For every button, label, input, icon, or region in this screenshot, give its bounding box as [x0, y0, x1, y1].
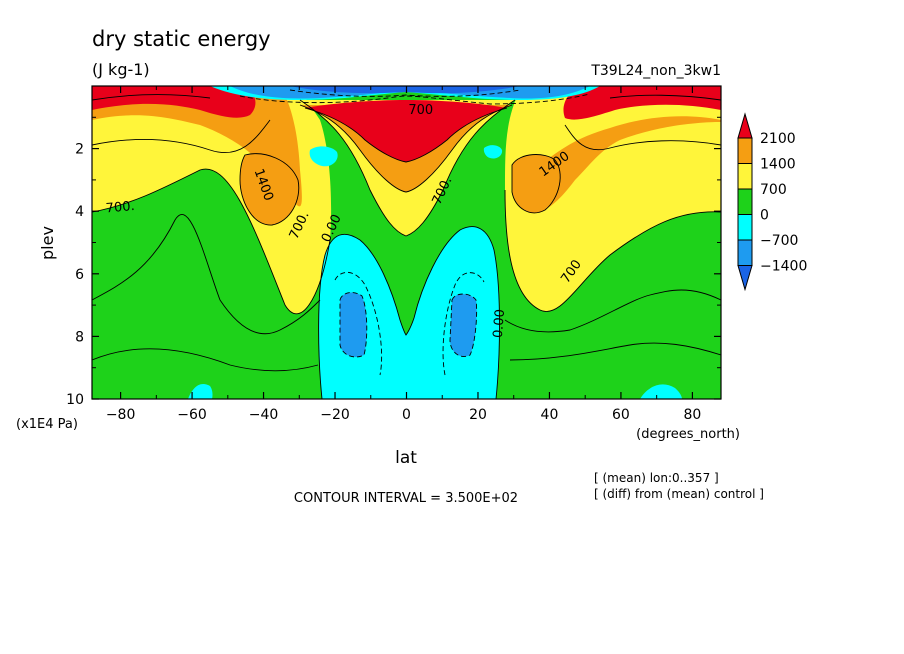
colorbar-label: 2100 — [760, 131, 796, 147]
field-band-under-minus1400-top — [290, 86, 520, 94]
y-tick-label: 8 — [75, 329, 84, 345]
field-band-minus1400-minus700-left — [340, 292, 367, 357]
field-band-over-2100-left — [92, 86, 256, 118]
contour-lines — [92, 89, 721, 399]
note-diff: [ (diff) from (mean) control ] — [594, 487, 764, 501]
field-patch-minus700-0-b — [483, 145, 503, 159]
field-band-1400-2100-right — [521, 88, 721, 213]
contour-label: 700 — [408, 103, 433, 118]
colorbar: 2100 1400 700 0 −700 −1400 — [737, 112, 807, 292]
chart-title: dry static energy — [92, 27, 271, 51]
x-tick-label: 40 — [541, 407, 559, 423]
colorbar-segment — [737, 214, 753, 241]
y-axis-title: plev — [38, 226, 57, 260]
colorbar-label: 700 — [760, 182, 787, 198]
colorbar-label: 1400 — [760, 157, 796, 173]
y-axis-units: (x1E4 Pa) — [16, 417, 78, 432]
x-tick-label: 60 — [612, 407, 630, 423]
note-mean: [ (mean) lon:0..357 ] — [594, 471, 719, 485]
field-band-1400-2100-left — [92, 88, 302, 207]
colorbar-label: −700 — [760, 233, 798, 249]
x-axis-units: (degrees_north) — [636, 427, 740, 442]
field-patch-minus700-0-c — [188, 383, 213, 399]
field-band-minus1400-minus700-right — [450, 294, 477, 357]
contour-interval: CONTOUR INTERVAL = 3.500E+02 — [294, 491, 518, 506]
y-tick-label: 10 — [66, 392, 84, 408]
x-tick-label: 20 — [469, 407, 487, 423]
x-tick-label: −20 — [320, 407, 350, 423]
x-tick-label: −60 — [177, 407, 207, 423]
field-patch-minus700-0-a — [309, 146, 338, 167]
field-band-minus700-0-center — [318, 226, 500, 399]
y-tick-label: 2 — [75, 142, 84, 158]
colorbar-label: 0 — [760, 208, 769, 224]
x-tick-label: 0 — [402, 407, 411, 423]
field-band-700-1400-right — [505, 90, 721, 312]
run-label: T39L24_non_3kw1 — [590, 63, 721, 79]
colorbar-segment — [737, 163, 753, 190]
y-tick-label: 4 — [75, 204, 84, 220]
colorbar-segment-bottom-arrow — [737, 265, 753, 292]
chart-units: (J kg-1) — [92, 60, 150, 79]
colorbar-segment — [737, 137, 753, 164]
x-tick-label: −80 — [106, 407, 136, 423]
field-band-over-2100-center — [305, 100, 507, 162]
x-axis-title: lat — [395, 448, 417, 468]
x-axis: −80 −60 −40 −20 0 20 40 60 80 — [106, 86, 701, 423]
colorbar-label: −1400 — [760, 259, 807, 275]
field-band-1400-2100-right-lobe — [512, 154, 561, 213]
contour-label: 0.00 — [491, 308, 508, 338]
field-patch-minus700-0-d — [640, 384, 682, 399]
x-tick-label: 80 — [683, 407, 701, 423]
colorbar-segment — [737, 239, 753, 266]
x-tick-label: −40 — [249, 407, 279, 423]
field-band-1400-2100-left-lobe — [240, 153, 299, 226]
y-axis: 2 4 6 8 10 — [66, 116, 721, 408]
colorbar-segment-top-arrow — [737, 112, 753, 139]
field-band-over-2100-right — [563, 86, 721, 120]
y-tick-label: 6 — [75, 267, 84, 283]
colorbar-segment — [737, 188, 753, 215]
contour-label: 700. — [105, 199, 135, 216]
plot-area — [92, 86, 721, 399]
